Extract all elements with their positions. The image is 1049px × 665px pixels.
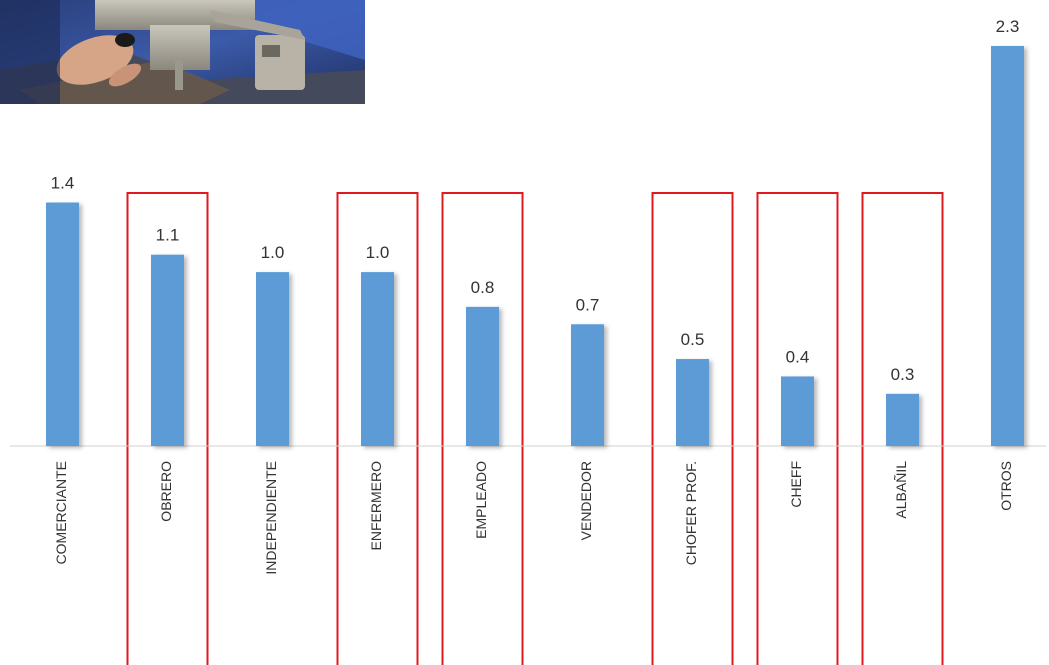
bar-independiente — [256, 272, 289, 446]
value-label-albanil: 0.3 — [891, 365, 915, 384]
highlight-box-cheff — [756, 192, 839, 665]
value-label-vendedor: 0.7 — [576, 295, 600, 314]
value-label-empleado: 0.8 — [471, 278, 495, 297]
value-label-obrero: 1.1 — [156, 226, 180, 245]
value-label-enfermero: 1.0 — [366, 243, 390, 262]
bar-comerciante — [46, 202, 79, 446]
category-label-otros: OTROS — [998, 461, 1014, 511]
highlight-box-empleado — [441, 192, 524, 665]
bar-vendedor — [571, 324, 604, 446]
value-label-chofer-prof: 0.5 — [681, 330, 705, 349]
highlight-box-enfermero — [336, 192, 419, 665]
bar-cheff — [781, 376, 814, 446]
value-label-independiente: 1.0 — [261, 243, 285, 262]
bar-empleado — [466, 306, 499, 446]
value-label-otros: 2.3 — [996, 17, 1020, 36]
category-label-albanil: ALBAÑIL — [893, 461, 909, 519]
category-label-cheff: CHEFF — [788, 461, 804, 508]
category-label-chofer-prof: CHOFER PROF. — [683, 461, 699, 565]
value-label-cheff: 0.4 — [786, 347, 810, 366]
category-label-enfermero: ENFERMERO — [368, 461, 384, 551]
bar-chofer-prof — [676, 359, 709, 446]
category-label-independiente: INDEPENDIENTE — [263, 461, 279, 575]
bar-albanil — [886, 393, 919, 446]
highlight-box-obrero — [126, 192, 209, 665]
category-label-vendedor: VENDEDOR — [578, 461, 594, 540]
highlight-box-albanil — [861, 192, 944, 665]
category-label-obrero: OBRERO — [158, 461, 174, 522]
bar-otros — [991, 46, 1024, 446]
bar-enfermero — [361, 272, 394, 446]
highlight-box-chofer-prof — [651, 192, 734, 665]
bar-obrero — [151, 254, 184, 446]
category-label-comerciante: COMERCIANTE — [53, 461, 69, 564]
sewing-machine-photo — [0, 0, 365, 104]
value-label-comerciante: 1.4 — [51, 174, 75, 193]
category-label-empleado: EMPLEADO — [473, 461, 489, 539]
